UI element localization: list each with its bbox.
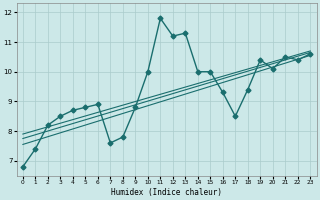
X-axis label: Humidex (Indice chaleur): Humidex (Indice chaleur) xyxy=(111,188,222,197)
